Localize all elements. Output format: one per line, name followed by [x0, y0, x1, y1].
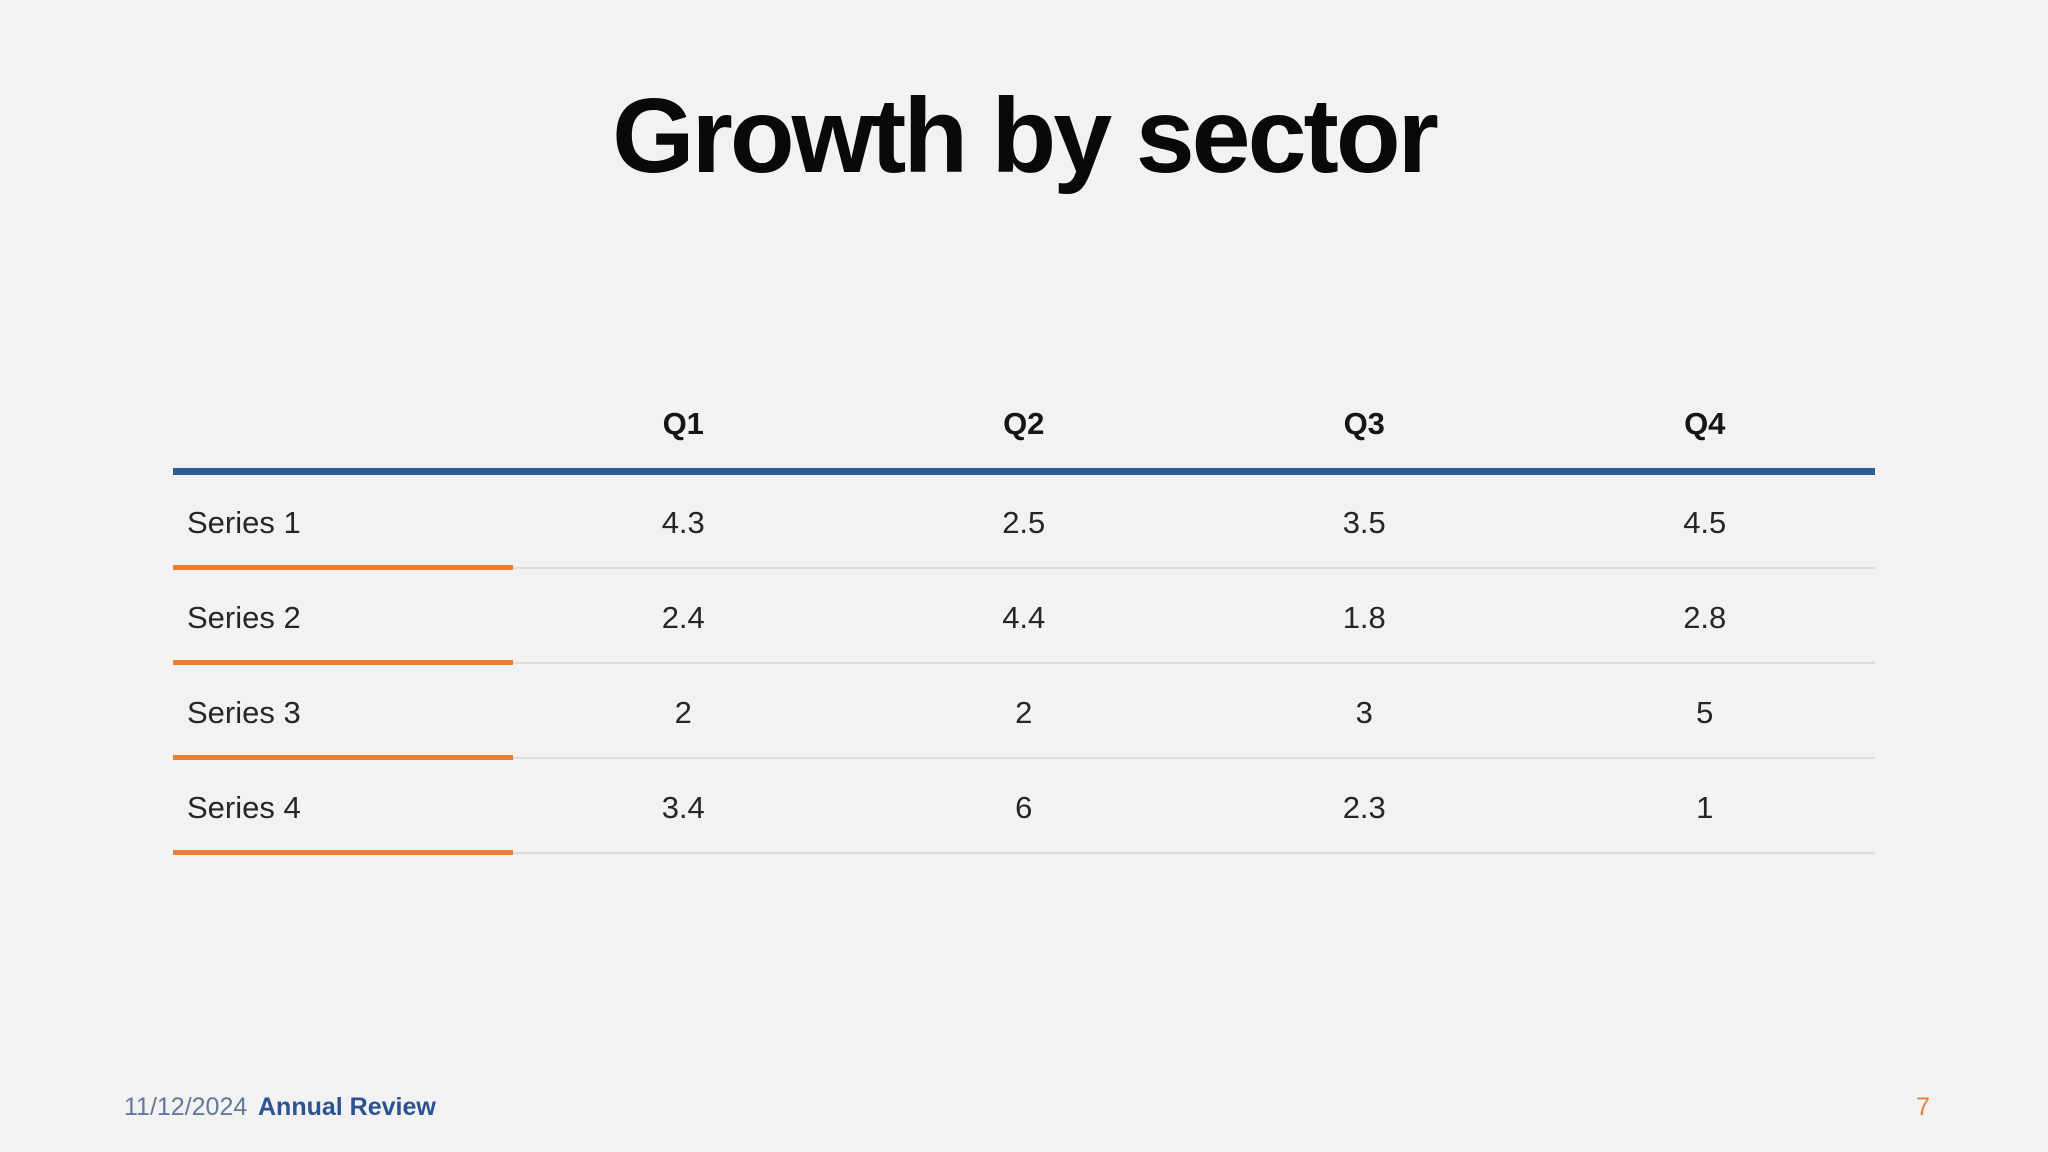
cell-value: 4.3 [661, 504, 705, 540]
cell-value: 6 [1015, 789, 1033, 825]
cell-value: 2.5 [1002, 504, 1046, 540]
column-header-q1: Q1 [662, 406, 704, 441]
cell-value: 4.5 [1683, 504, 1727, 540]
row-accent-rule [173, 660, 513, 665]
table-row: Series 3 2 2 3 5 [173, 665, 1875, 760]
row-label: Series 2 [187, 599, 301, 635]
table-header-row: Q1 Q2 Q3 Q4 [173, 380, 1875, 475]
footer-title: Annual Review [258, 1093, 436, 1121]
row-divider-rule [513, 567, 1875, 569]
page-number: 7 [1916, 1093, 1930, 1121]
row-accent-rule [173, 755, 513, 760]
cell-value: 2.3 [1342, 789, 1386, 825]
cell-value: 2 [674, 694, 692, 730]
cell-value: 2.8 [1683, 599, 1727, 635]
row-accent-rule [173, 565, 513, 570]
footer-date: 11/12/2024 [124, 1093, 248, 1121]
row-divider-rule [513, 757, 1875, 759]
table-row: Series 4 3.4 6 2.3 1 [173, 760, 1875, 855]
cell-value: 3.5 [1342, 504, 1386, 540]
table-row: Series 1 4.3 2.5 3.5 4.5 [173, 475, 1875, 570]
row-label: Series 1 [187, 504, 301, 540]
row-divider-rule [513, 852, 1875, 854]
cell-value: 1 [1696, 789, 1714, 825]
column-header-q4: Q4 [1684, 406, 1726, 441]
cell-value: 3.4 [661, 789, 705, 825]
row-divider-rule [513, 662, 1875, 664]
slide-title: Growth by sector [612, 77, 1439, 195]
table-row: Series 2 2.4 4.4 1.8 2.8 [173, 570, 1875, 665]
cell-value: 4.4 [1002, 599, 1046, 635]
cell-value: 5 [1696, 694, 1714, 730]
column-header-q3: Q3 [1343, 406, 1385, 441]
cell-value: 2 [1015, 694, 1033, 730]
cell-value: 2.4 [661, 599, 705, 635]
cell-value: 1.8 [1342, 599, 1386, 635]
row-label: Series 3 [187, 694, 301, 730]
row-label: Series 4 [187, 789, 301, 825]
row-accent-rule [173, 850, 513, 855]
growth-table: Q1 Q2 Q3 Q4 Series 1 4.3 2.5 3.5 4.5 Ser… [173, 380, 1875, 855]
column-header-q2: Q2 [1003, 406, 1045, 441]
cell-value: 3 [1355, 694, 1373, 730]
